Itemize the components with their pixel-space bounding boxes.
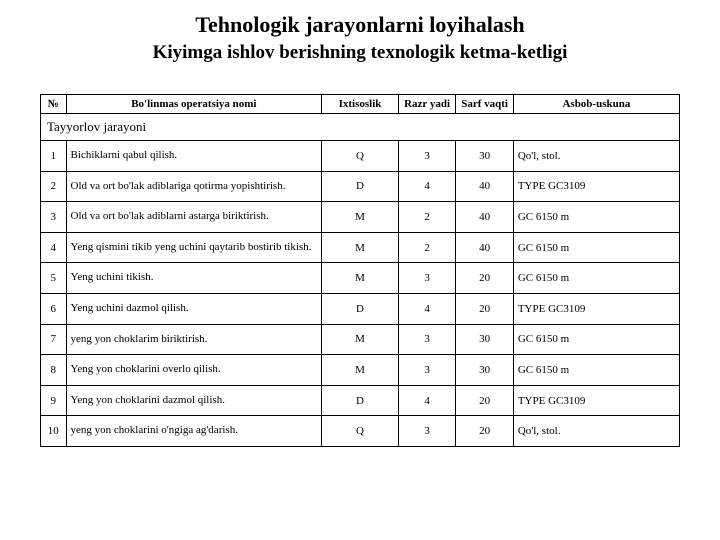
section-label: Tayyorlov jarayoni	[41, 114, 680, 141]
cell-num: 8	[41, 355, 67, 386]
cell-sarf: 20	[456, 416, 514, 447]
cell-num: 9	[41, 385, 67, 416]
cell-sarf: 20	[456, 293, 514, 324]
cell-sarf: 40	[456, 232, 514, 263]
cell-razr: 4	[398, 293, 456, 324]
cell-razr: 2	[398, 232, 456, 263]
cell-asb: TYPE GC3109	[513, 293, 679, 324]
cell-asb: GC 6150 m	[513, 324, 679, 355]
cell-num: 1	[41, 141, 67, 172]
page-title: Tehnologik jarayonlarni loyihalash	[40, 12, 680, 38]
cell-ixt: D	[322, 293, 399, 324]
cell-razr: 3	[398, 324, 456, 355]
cell-ixt: M	[322, 355, 399, 386]
col-ixt: Ixtisoslik	[322, 95, 399, 114]
table-row: 10yeng yon choklarini o'ngiga ag'darish.…	[41, 416, 680, 447]
cell-razr: 3	[398, 141, 456, 172]
page-container: Tehnologik jarayonlarni loyihalash Kiyim…	[0, 0, 720, 467]
cell-sarf: 30	[456, 324, 514, 355]
process-table: № Bo'linmas operatsiya nomi Ixtisoslik R…	[40, 94, 680, 447]
col-razr: Razr yadi	[398, 95, 456, 114]
cell-asb: TYPE GC3109	[513, 171, 679, 202]
cell-op: yeng yon choklarini o'ngiga ag'darish.	[66, 416, 322, 447]
cell-asb: GC 6150 m	[513, 232, 679, 263]
table-row: 1Bichiklarni qabul qilish.Q330Qo'l, stol…	[41, 141, 680, 172]
cell-razr: 4	[398, 171, 456, 202]
cell-sarf: 40	[456, 202, 514, 233]
cell-num: 10	[41, 416, 67, 447]
cell-op: Yeng qismini tikib yeng uchini qaytarib …	[66, 232, 322, 263]
cell-asb: Qo'l, stol.	[513, 141, 679, 172]
cell-num: 7	[41, 324, 67, 355]
cell-op: Yeng yon choklarini overlo qilish.	[66, 355, 322, 386]
col-asbob: Asbob-uskuna	[513, 95, 679, 114]
cell-sarf: 20	[456, 263, 514, 294]
cell-asb: Qo'l, stol.	[513, 416, 679, 447]
table-row: 3Old va ort bo'lak adiblarni astarga bir…	[41, 202, 680, 233]
section-row: Tayyorlov jarayoni	[41, 114, 680, 141]
cell-asb: GC 6150 m	[513, 263, 679, 294]
cell-razr: 4	[398, 385, 456, 416]
cell-ixt: M	[322, 232, 399, 263]
cell-ixt: M	[322, 202, 399, 233]
cell-ixt: M	[322, 324, 399, 355]
cell-sarf: 30	[456, 355, 514, 386]
cell-num: 3	[41, 202, 67, 233]
cell-num: 4	[41, 232, 67, 263]
table-row: 6Yeng uchini dazmol qilish.D420TYPE GC31…	[41, 293, 680, 324]
cell-num: 5	[41, 263, 67, 294]
cell-ixt: D	[322, 385, 399, 416]
cell-ixt: D	[322, 171, 399, 202]
cell-ixt: Q	[322, 416, 399, 447]
cell-op: Old va ort bo'lak adiblarni astarga biri…	[66, 202, 322, 233]
page-subtitle: Kiyimga ishlov berishning texnologik ket…	[40, 42, 680, 64]
cell-asb: TYPE GC3109	[513, 385, 679, 416]
cell-asb: GC 6150 m	[513, 355, 679, 386]
cell-razr: 3	[398, 416, 456, 447]
cell-sarf: 30	[456, 141, 514, 172]
table-row: 2Old va ort bo'lak adiblariga qotirma yo…	[41, 171, 680, 202]
cell-sarf: 40	[456, 171, 514, 202]
table-row: 7yeng yon choklarim biriktirish.M330GC 6…	[41, 324, 680, 355]
cell-sarf: 20	[456, 385, 514, 416]
cell-op: Old va ort bo'lak adiblariga qotirma yop…	[66, 171, 322, 202]
cell-asb: GC 6150 m	[513, 202, 679, 233]
table-row: 9Yeng yon choklarini dazmol qilish.D420T…	[41, 385, 680, 416]
cell-razr: 2	[398, 202, 456, 233]
table-row: 5Yeng uchini tikish.M320GC 6150 m	[41, 263, 680, 294]
cell-op: Bichiklarni qabul qilish.	[66, 141, 322, 172]
cell-razr: 3	[398, 355, 456, 386]
cell-ixt: Q	[322, 141, 399, 172]
table-body: Tayyorlov jarayoni 1Bichiklarni qabul qi…	[41, 114, 680, 447]
cell-op: Yeng uchini dazmol qilish.	[66, 293, 322, 324]
table-row: 4Yeng qismini tikib yeng uchini qaytarib…	[41, 232, 680, 263]
cell-num: 6	[41, 293, 67, 324]
col-sarf: Sarf vaqti	[456, 95, 514, 114]
table-header: № Bo'linmas operatsiya nomi Ixtisoslik R…	[41, 95, 680, 114]
table-row: 8Yeng yon choklarini overlo qilish.M330G…	[41, 355, 680, 386]
cell-op: Yeng uchini tikish.	[66, 263, 322, 294]
cell-razr: 3	[398, 263, 456, 294]
cell-op: Yeng yon choklarini dazmol qilish.	[66, 385, 322, 416]
cell-ixt: M	[322, 263, 399, 294]
cell-num: 2	[41, 171, 67, 202]
col-operation: Bo'linmas operatsiya nomi	[66, 95, 322, 114]
cell-op: yeng yon choklarim biriktirish.	[66, 324, 322, 355]
col-num: №	[41, 95, 67, 114]
